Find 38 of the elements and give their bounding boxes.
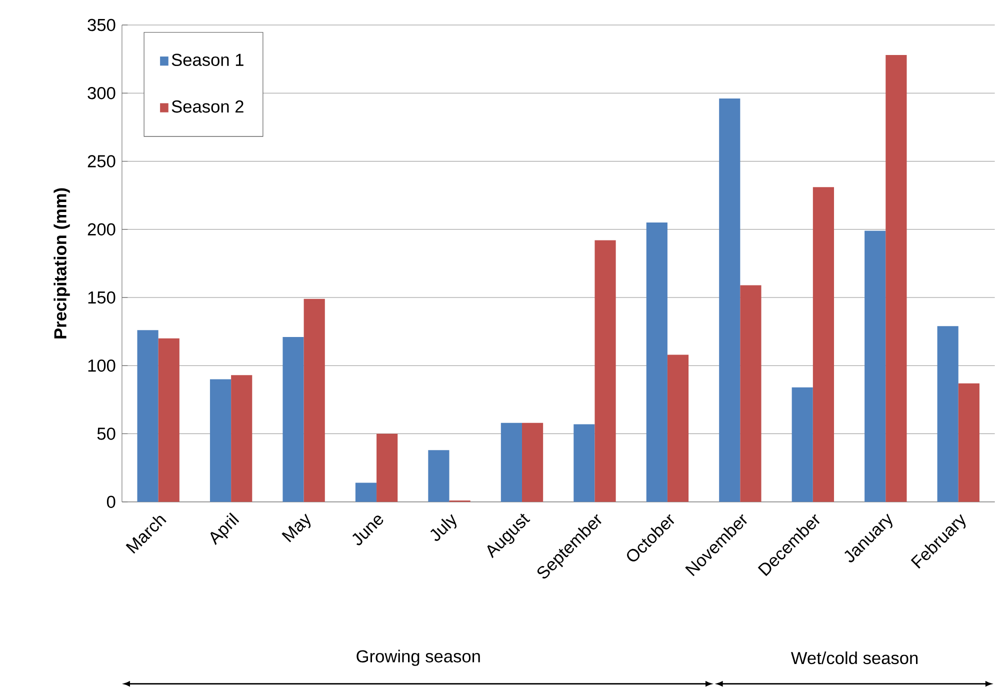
y-tick-label: 100 xyxy=(88,360,116,372)
bar xyxy=(958,383,980,502)
legend-label: Season 1 xyxy=(172,54,244,66)
bar xyxy=(355,482,377,502)
legend-label: Season 2 xyxy=(172,100,244,113)
bar xyxy=(886,55,907,502)
bar xyxy=(231,375,252,502)
y-tick-label: 0 xyxy=(106,496,116,508)
bar xyxy=(792,388,813,502)
y-axis-title: Precipitation (mm) xyxy=(54,188,70,338)
y-tick-label: 150 xyxy=(88,291,116,304)
bar xyxy=(812,187,834,502)
bar xyxy=(158,338,180,502)
bar xyxy=(304,298,325,502)
text: Growing season xyxy=(356,650,480,666)
bar xyxy=(646,222,668,502)
y-tick-label: 200 xyxy=(88,223,116,236)
bar xyxy=(522,422,544,502)
bar xyxy=(376,434,398,502)
bar xyxy=(864,230,886,502)
bar xyxy=(719,98,740,502)
y-tick-label: 350 xyxy=(88,18,116,32)
x-tick-label: July xyxy=(430,514,456,542)
bar xyxy=(428,450,450,502)
bar xyxy=(740,285,762,502)
y-tick-label: 50 xyxy=(97,428,116,440)
y-tick-label: 300 xyxy=(88,87,116,100)
bar xyxy=(210,379,232,502)
bar xyxy=(282,337,304,502)
bar xyxy=(937,326,958,502)
text: Wet/cold season xyxy=(790,652,918,664)
bar xyxy=(574,424,595,502)
y-tick-label: 250 xyxy=(88,155,116,168)
bar xyxy=(594,240,616,502)
bar xyxy=(500,422,522,502)
bar xyxy=(667,354,689,502)
bar xyxy=(137,330,158,502)
x-tick-label: May xyxy=(282,514,311,542)
